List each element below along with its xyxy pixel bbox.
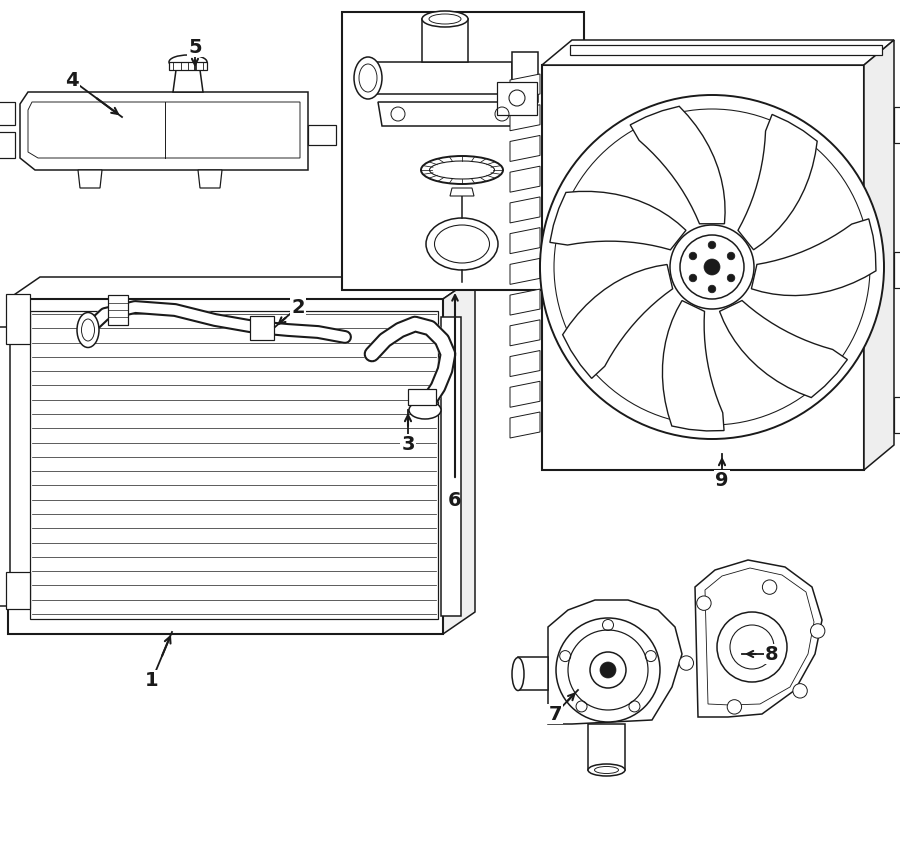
Ellipse shape bbox=[422, 11, 468, 27]
Polygon shape bbox=[510, 320, 540, 346]
Text: 7: 7 bbox=[548, 705, 562, 723]
Polygon shape bbox=[510, 227, 540, 253]
Polygon shape bbox=[548, 600, 682, 724]
Polygon shape bbox=[422, 19, 468, 62]
Polygon shape bbox=[441, 317, 461, 616]
Circle shape bbox=[708, 241, 716, 248]
Text: 8: 8 bbox=[765, 644, 778, 663]
Polygon shape bbox=[368, 62, 512, 94]
Polygon shape bbox=[0, 102, 15, 125]
Polygon shape bbox=[8, 299, 443, 634]
Polygon shape bbox=[8, 277, 475, 299]
Circle shape bbox=[793, 684, 807, 698]
Circle shape bbox=[680, 656, 694, 670]
Text: 9: 9 bbox=[716, 471, 729, 489]
Text: 5: 5 bbox=[188, 38, 202, 56]
Polygon shape bbox=[864, 40, 894, 470]
Circle shape bbox=[670, 225, 754, 309]
Polygon shape bbox=[169, 62, 207, 70]
Polygon shape bbox=[173, 70, 203, 92]
Polygon shape bbox=[510, 412, 540, 438]
Polygon shape bbox=[443, 277, 475, 634]
Polygon shape bbox=[408, 389, 436, 405]
Polygon shape bbox=[894, 252, 900, 288]
Polygon shape bbox=[542, 40, 894, 65]
Polygon shape bbox=[450, 188, 474, 196]
Polygon shape bbox=[738, 115, 817, 250]
Circle shape bbox=[540, 95, 884, 439]
Circle shape bbox=[708, 285, 716, 293]
Ellipse shape bbox=[77, 312, 99, 348]
Polygon shape bbox=[250, 316, 274, 340]
Polygon shape bbox=[510, 136, 540, 162]
Ellipse shape bbox=[426, 218, 498, 270]
Polygon shape bbox=[342, 12, 584, 290]
Circle shape bbox=[590, 652, 626, 688]
Polygon shape bbox=[570, 45, 882, 55]
Polygon shape bbox=[510, 350, 540, 376]
Polygon shape bbox=[894, 397, 900, 433]
Polygon shape bbox=[719, 301, 848, 397]
Circle shape bbox=[704, 259, 720, 275]
Polygon shape bbox=[510, 258, 540, 285]
Circle shape bbox=[689, 253, 697, 260]
Circle shape bbox=[727, 700, 742, 714]
Polygon shape bbox=[630, 106, 725, 224]
Polygon shape bbox=[510, 289, 540, 315]
Circle shape bbox=[680, 235, 744, 299]
Polygon shape bbox=[588, 724, 625, 770]
Text: 6: 6 bbox=[448, 491, 462, 509]
Text: 3: 3 bbox=[401, 434, 415, 454]
Polygon shape bbox=[542, 65, 864, 470]
Text: 2: 2 bbox=[292, 297, 305, 317]
Polygon shape bbox=[497, 82, 537, 115]
Polygon shape bbox=[378, 102, 522, 126]
Polygon shape bbox=[695, 560, 822, 717]
Ellipse shape bbox=[512, 658, 524, 690]
Text: 1: 1 bbox=[145, 670, 158, 690]
Circle shape bbox=[697, 596, 711, 610]
Polygon shape bbox=[512, 52, 538, 102]
Polygon shape bbox=[510, 74, 540, 100]
Polygon shape bbox=[0, 132, 15, 158]
Polygon shape bbox=[20, 92, 308, 170]
Polygon shape bbox=[550, 191, 686, 250]
Polygon shape bbox=[6, 572, 30, 609]
Circle shape bbox=[727, 274, 735, 282]
Circle shape bbox=[730, 625, 774, 669]
Text: 4: 4 bbox=[65, 71, 79, 89]
Polygon shape bbox=[510, 381, 540, 408]
Polygon shape bbox=[562, 264, 672, 378]
Circle shape bbox=[762, 580, 777, 594]
Circle shape bbox=[811, 624, 825, 638]
Polygon shape bbox=[510, 104, 540, 131]
Circle shape bbox=[727, 253, 735, 260]
Ellipse shape bbox=[421, 156, 503, 184]
Polygon shape bbox=[78, 170, 102, 188]
Circle shape bbox=[600, 662, 616, 678]
Circle shape bbox=[717, 612, 787, 682]
Ellipse shape bbox=[429, 161, 494, 179]
Polygon shape bbox=[510, 166, 540, 192]
Polygon shape bbox=[198, 170, 222, 188]
Ellipse shape bbox=[588, 764, 625, 776]
Ellipse shape bbox=[169, 55, 207, 69]
Polygon shape bbox=[0, 327, 10, 606]
Polygon shape bbox=[518, 657, 548, 690]
Circle shape bbox=[568, 630, 648, 710]
Circle shape bbox=[556, 618, 660, 722]
Polygon shape bbox=[662, 301, 724, 431]
Circle shape bbox=[689, 274, 697, 282]
Polygon shape bbox=[308, 125, 336, 145]
Polygon shape bbox=[108, 295, 128, 325]
Ellipse shape bbox=[409, 401, 441, 419]
Polygon shape bbox=[894, 107, 900, 143]
Polygon shape bbox=[510, 197, 540, 223]
Polygon shape bbox=[6, 294, 30, 344]
Ellipse shape bbox=[354, 57, 382, 99]
Polygon shape bbox=[752, 219, 876, 296]
Ellipse shape bbox=[435, 225, 490, 263]
